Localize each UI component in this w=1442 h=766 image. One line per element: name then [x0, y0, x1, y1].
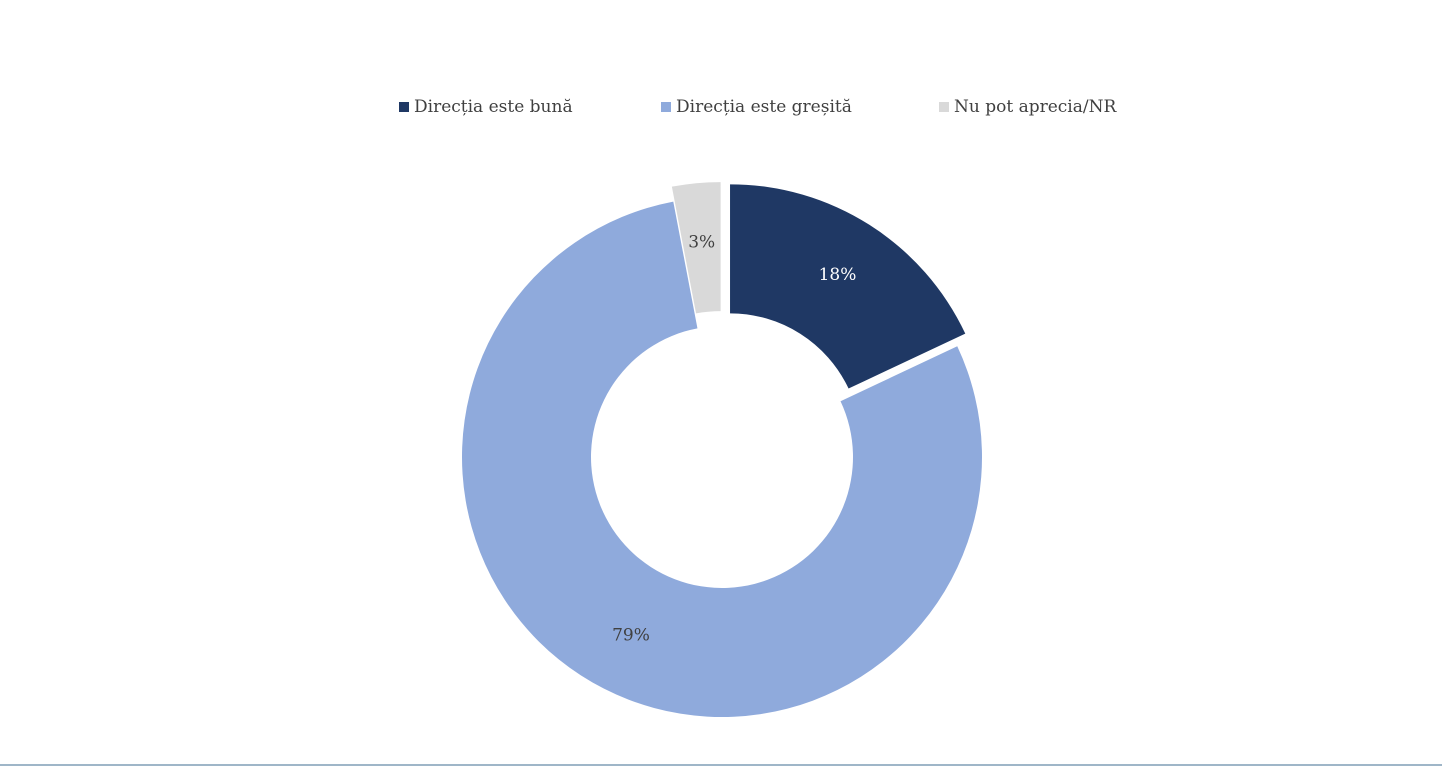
slice-good-direction	[730, 184, 966, 389]
slice-wrong-direction	[461, 201, 982, 717]
legend-swatch-good-direction	[399, 102, 409, 112]
data-label-good-direction: 18%	[819, 265, 857, 285]
legend-label-cannot-appreciate: Nu pot aprecia/NR	[954, 97, 1117, 117]
legend-label-wrong-direction: Direcția este greșită	[676, 97, 852, 117]
legend-swatch-wrong-direction	[661, 102, 671, 112]
legend-item-cannot-appreciate: Nu pot aprecia/NR	[939, 94, 1116, 120]
legend-item-wrong-direction: Direcția este greșită	[661, 94, 852, 120]
legend-item-good-direction: Direcția este bună	[399, 94, 573, 120]
legend-swatch-cannot-appreciate	[939, 102, 949, 112]
data-label-wrong-direction: 79%	[612, 626, 650, 646]
legend-label-good-direction: Direcția este bună	[414, 97, 573, 117]
legend: Direcția este bună Direcția este greșită…	[0, 94, 1442, 120]
bottom-divider	[0, 764, 1442, 766]
slice-cannot-appreciate	[671, 182, 721, 314]
data-label-cannot-appreciate: 3%	[688, 233, 715, 253]
